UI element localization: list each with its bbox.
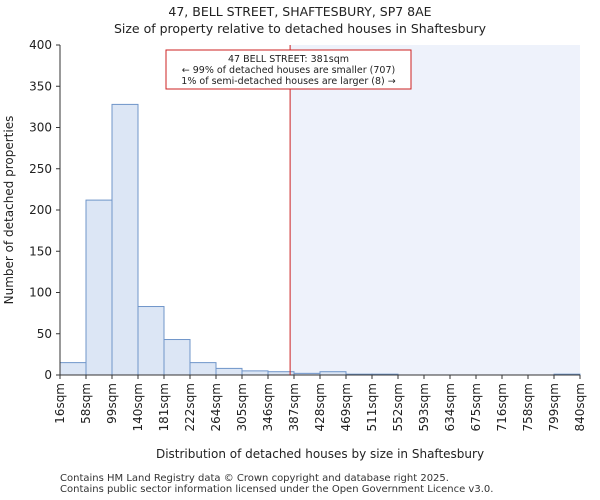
x-tick-label-469sqm: 469sqm [339, 383, 353, 431]
footer-copyright: Contains HM Land Registry data © Crown c… [60, 473, 449, 484]
x-tick-label-222sqm: 222sqm [183, 383, 197, 431]
y-tick-label-350: 350 [29, 79, 52, 93]
x-tick-label-511sqm: 511sqm [365, 383, 379, 431]
x-tick-label-593sqm: 593sqm [417, 383, 431, 431]
y-tick-label-200: 200 [29, 203, 52, 217]
annotation-line-1: 47 BELL STREET: 381sqm [228, 54, 349, 65]
x-tick-label-840sqm: 840sqm [573, 383, 587, 431]
annotation-line-3: 1% of semi-detached houses are larger (8… [181, 76, 395, 87]
y-tick-label-250: 250 [29, 162, 52, 176]
x-tick-label-58sqm: 58sqm [79, 383, 93, 424]
x-tick-label-305sqm: 305sqm [235, 383, 249, 431]
y-tick-label-0: 0 [44, 368, 52, 382]
x-tick-label-799sqm: 799sqm [547, 383, 561, 431]
y-axis-label: Number of detached properties [2, 116, 16, 305]
bar-58sqm [86, 200, 112, 375]
y-tick-label-50: 50 [37, 327, 52, 341]
x-tick-label-428sqm: 428sqm [313, 383, 327, 431]
x-tick-label-552sqm: 552sqm [391, 383, 405, 431]
bar-264sqm [216, 368, 242, 375]
chart-canvas: 0 50 100 150 200 250 300 350 400 16sqm 58sqm 99sqm 1… [0, 0, 600, 500]
x-axis-label: Distribution of detached houses by size … [156, 447, 484, 461]
y-tick-label-300: 300 [29, 121, 52, 135]
x-tick-label-387sqm: 387sqm [287, 383, 301, 431]
x-tick-label-675sqm: 675sqm [469, 383, 483, 431]
bar-181sqm [164, 340, 190, 375]
bar-16sqm [60, 363, 86, 375]
x-tick-label-140sqm: 140sqm [131, 383, 145, 431]
highlight-region [290, 45, 580, 375]
y-tick-label-100: 100 [29, 286, 52, 300]
x-tick-label-716sqm: 716sqm [495, 383, 509, 431]
x-tick-label-16sqm: 16sqm [53, 383, 67, 424]
footer-licence: Contains public sector information licen… [60, 484, 493, 495]
x-tick-label-181sqm: 181sqm [157, 383, 171, 431]
bar-140sqm [138, 307, 164, 375]
annotation-line-2: ← 99% of detached houses are smaller (70… [182, 65, 395, 76]
bar-305sqm [242, 371, 268, 375]
x-tick-label-634sqm: 634sqm [443, 383, 457, 431]
bar-99sqm [112, 104, 138, 375]
x-tick-label-346sqm: 346sqm [261, 383, 275, 431]
y-tick-label-150: 150 [29, 244, 52, 258]
x-tick-label-99sqm: 99sqm [105, 383, 119, 424]
x-tick-label-264sqm: 264sqm [209, 383, 223, 431]
bar-222sqm [190, 363, 216, 375]
x-tick-label-758sqm: 758sqm [521, 383, 535, 431]
y-tick-label-400: 400 [29, 38, 52, 52]
